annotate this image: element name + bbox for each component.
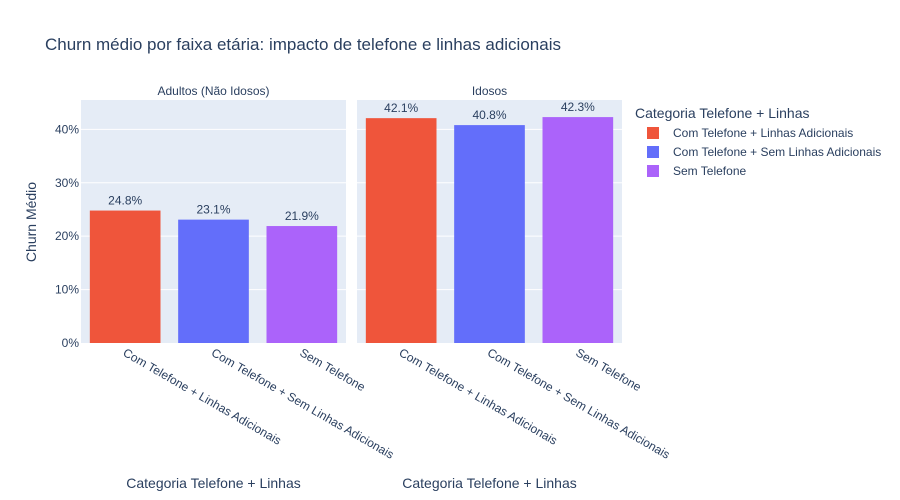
bar-value-label: 24.8%: [108, 194, 142, 208]
y-tick-label: 40%: [55, 122, 79, 136]
bar-value-label: 21.9%: [285, 209, 319, 223]
legend: Categoria Telefone + Linhas Com Telefone…: [635, 105, 881, 178]
panel-1: Adultos (Não Idosos) 24.8% Com Telefone + …: [55, 84, 396, 491]
panel-2: Idosos 42.1% Com Telefone + Linhas Adicion…: [357, 84, 672, 491]
panel-subtitle: Idosos: [472, 84, 507, 98]
chart-panels: Adultos (Não Idosos) 24.8% Com Telefone + …: [55, 84, 672, 491]
x-tick-label: Com Telefone + Linhas Adicionais: [397, 345, 560, 447]
legend-title: Categoria Telefone + Linhas: [635, 105, 809, 121]
bar: [365, 118, 437, 344]
x-tick-label: Com Telefone + Sem Linhas Adicionais: [485, 345, 672, 461]
chart-title: Churn médio por faixa etária: impacto de…: [45, 35, 561, 54]
legend-item-label[interactable]: Com Telefone + Sem Linhas Adicionais: [673, 145, 881, 159]
bar: [454, 125, 525, 343]
bar-value-label: 23.1%: [196, 203, 230, 217]
x-tick-label: Com Telefone + Sem Linhas Adicionais: [209, 345, 396, 461]
y-axis-title: Churn Médio: [23, 182, 39, 262]
y-tick-label: 10%: [55, 283, 79, 297]
legend-swatch[interactable]: [647, 165, 659, 177]
y-tick-label: 0%: [62, 336, 80, 350]
bar: [266, 226, 338, 343]
x-axis-title: Categoria Telefone + Linhas: [126, 475, 300, 491]
x-tick-label: Com Telefone + Linhas Adicionais: [121, 345, 284, 447]
y-tick-label: 30%: [55, 176, 79, 190]
bar: [542, 117, 614, 343]
bar: [178, 219, 249, 343]
legend-item-label[interactable]: Sem Telefone: [673, 164, 746, 178]
bar-value-label: 42.3%: [561, 100, 595, 114]
bar: [89, 210, 161, 343]
x-axis-title: Categoria Telefone + Linhas: [402, 475, 576, 491]
y-tick-label: 20%: [55, 229, 79, 243]
bar-value-label: 40.8%: [472, 108, 506, 122]
x-tick-label: Sem Telefone: [573, 345, 644, 394]
legend-swatch[interactable]: [647, 146, 659, 158]
bar-value-label: 42.1%: [384, 101, 418, 115]
x-tick-label: Sem Telefone: [297, 345, 368, 394]
panel-subtitle: Adultos (Não Idosos): [157, 84, 269, 98]
legend-swatch[interactable]: [647, 127, 659, 139]
legend-item-label[interactable]: Com Telefone + Linhas Adicionais: [673, 126, 853, 140]
